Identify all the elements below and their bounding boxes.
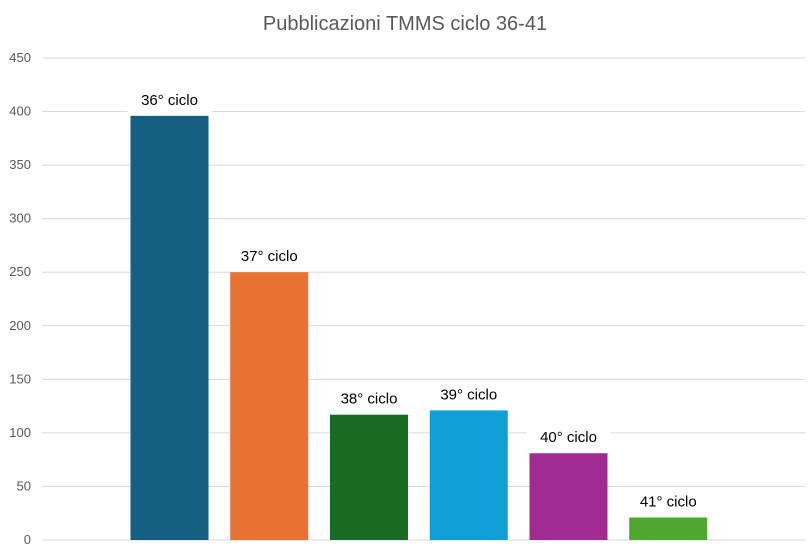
data-label-background — [127, 86, 212, 113]
data-label-background — [227, 243, 312, 270]
bar-6 — [629, 517, 708, 540]
bar-3 — [330, 414, 408, 540]
bar-5 — [529, 453, 608, 540]
y-tick-label: 450 — [9, 50, 31, 65]
data-labels: 36° ciclo 37° ciclo 38° ciclo 39° ciclo 40° … — [127, 86, 711, 515]
y-tick-label: 0 — [24, 532, 31, 547]
y-tick-label: 350 — [9, 157, 31, 172]
data-label-background — [626, 488, 711, 515]
bar-4 — [429, 410, 508, 540]
y-axis-ticks: 0 50 100 150 200 250 300 350 400 450 — [9, 50, 31, 547]
data-label: 39° ciclo — [440, 386, 497, 403]
y-tick-label: 50 — [17, 478, 31, 493]
bar-1 — [130, 115, 209, 540]
y-tick-label: 300 — [9, 211, 31, 226]
data-label: 38° ciclo — [341, 391, 398, 408]
chart-title: Pubblicazioni TMMS ciclo 36-41 — [263, 13, 547, 35]
data-label-background — [426, 381, 511, 408]
data-label: 41° ciclo — [640, 494, 697, 511]
data-label: 40° ciclo — [540, 429, 597, 446]
bars — [130, 115, 708, 540]
y-tick-label: 150 — [9, 371, 31, 386]
y-tick-label: 250 — [9, 264, 31, 279]
y-tick-label: 200 — [9, 318, 31, 333]
data-label-background — [526, 424, 611, 451]
data-label-background — [327, 385, 411, 412]
data-label: 36° ciclo — [141, 92, 198, 109]
y-tick-label: 400 — [9, 104, 31, 119]
data-label: 37° ciclo — [241, 248, 298, 265]
y-tick-label: 100 — [9, 425, 31, 440]
bar-2 — [230, 272, 309, 540]
